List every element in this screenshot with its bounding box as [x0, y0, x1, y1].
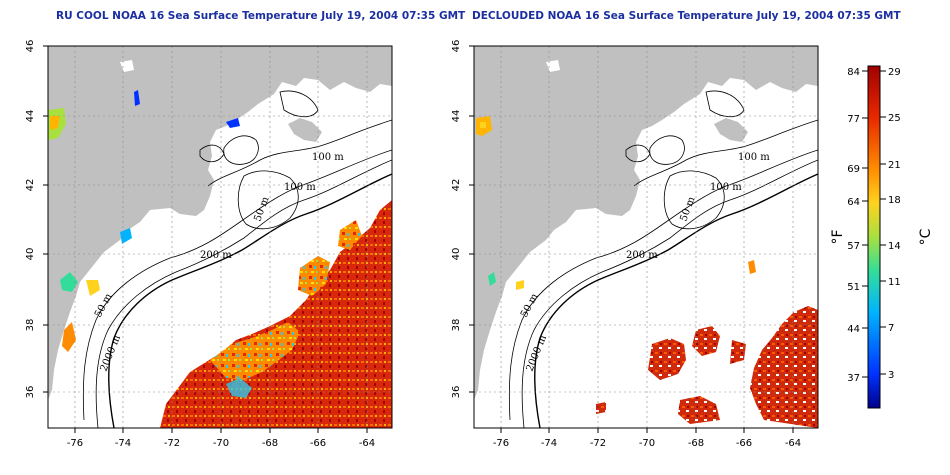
celsius-tick: 18 [888, 195, 901, 206]
lon-tick: -74 [541, 438, 557, 449]
lon-tick: -76 [493, 438, 509, 449]
lon-tick: -76 [67, 438, 83, 449]
contour-label-100m-a: 100 m [312, 152, 344, 163]
fahrenheit-tick: 44 [847, 324, 860, 335]
lon-tick: -72 [164, 438, 180, 449]
colorbar-gradient [867, 65, 881, 409]
celsius-label: °C [918, 228, 934, 245]
fahrenheit-tick: 69 [847, 164, 860, 175]
right-sst-map: 100 m 100 m 50 m 200 m 50 m 2000 m -76 -… [451, 40, 819, 449]
fahrenheit-tick: 64 [847, 197, 860, 208]
land-mass [474, 46, 818, 400]
lon-tick: -68 [262, 438, 278, 449]
celsius-tick: 29 [888, 67, 901, 78]
celsius-tick: 21 [888, 160, 901, 171]
left-sst-map: 100 m 100 m 50 m 200 m 50 m 2000 m -76 -… [25, 40, 393, 449]
lat-tick: 42 [451, 179, 462, 192]
fahrenheit-tick: 57 [847, 241, 860, 252]
lon-tick: -64 [359, 438, 375, 449]
land-mass [48, 46, 392, 400]
lat-tick: 40 [25, 248, 36, 261]
lon-tick: -66 [736, 438, 752, 449]
lat-tick: 44 [25, 110, 36, 123]
contour-label-200m: 200 m [626, 250, 658, 261]
celsius-tick: 3 [888, 370, 894, 381]
lon-tick: -74 [115, 438, 131, 449]
sst-warm-patch [160, 200, 392, 428]
lat-tick: 42 [25, 179, 36, 192]
fahrenheit-tick: 37 [847, 373, 860, 384]
sst-warm-patch [750, 306, 818, 428]
contour-label-200m: 200 m [200, 250, 232, 261]
lat-tick: 46 [25, 40, 36, 53]
fahrenheit-tick: 84 [847, 67, 860, 78]
lat-tick: 36 [25, 386, 36, 399]
celsius-tick: 7 [888, 323, 894, 334]
lon-tick: -64 [785, 438, 801, 449]
celsius-tick: 25 [888, 113, 901, 124]
lat-tick: 40 [451, 248, 462, 261]
contour-label-100m-b: 100 m [284, 182, 316, 193]
lon-tick: -70 [639, 438, 655, 449]
celsius-tick: 14 [888, 241, 901, 252]
lat-tick: 36 [451, 386, 462, 399]
contour-label-100m-a: 100 m [738, 152, 770, 163]
fahrenheit-tick: 51 [847, 282, 860, 293]
fahrenheit-tick: 77 [847, 114, 860, 125]
lat-tick: 44 [451, 110, 462, 123]
right-map-title: DECLOUDED NOAA 16 Sea Surface Temperatur… [472, 10, 901, 22]
lon-tick: -66 [310, 438, 326, 449]
lon-tick: -72 [590, 438, 606, 449]
lon-tick: -70 [213, 438, 229, 449]
lat-tick: 38 [451, 319, 462, 332]
lon-tick: -68 [688, 438, 704, 449]
contour-label-100m-b: 100 m [710, 182, 742, 193]
celsius-tick: 11 [888, 277, 901, 288]
lat-tick: 38 [25, 319, 36, 332]
fahrenheit-label: °F [830, 229, 846, 244]
lat-tick: 46 [451, 40, 462, 53]
map-frame [47, 45, 393, 429]
map-frame [473, 45, 819, 429]
temperature-colorbar: 84 77 69 64 57 51 44 37 29 25 21 18 14 1… [830, 65, 934, 409]
left-map-title: RU COOL NOAA 16 Sea Surface Temperature … [56, 10, 466, 22]
